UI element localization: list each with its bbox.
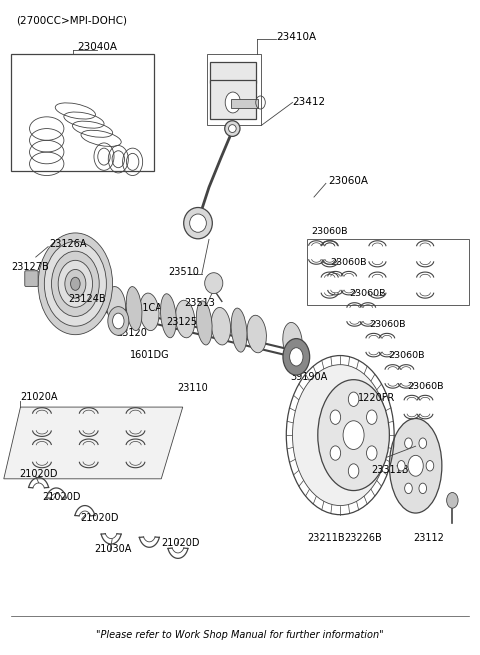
Circle shape xyxy=(58,260,93,307)
Text: 23311B: 23311B xyxy=(371,464,409,475)
Bar xyxy=(307,240,469,305)
FancyBboxPatch shape xyxy=(25,271,38,286)
Text: 21020D: 21020D xyxy=(161,538,200,548)
Text: 23127B: 23127B xyxy=(11,263,48,272)
Circle shape xyxy=(397,460,405,471)
Ellipse shape xyxy=(231,308,247,352)
Text: 21020D: 21020D xyxy=(80,513,119,523)
Ellipse shape xyxy=(204,272,223,293)
Text: 21020A: 21020A xyxy=(21,392,58,402)
Circle shape xyxy=(113,313,124,329)
Ellipse shape xyxy=(126,287,142,331)
Ellipse shape xyxy=(292,365,388,506)
Text: 23060B: 23060B xyxy=(312,227,348,236)
Text: 39190A: 39190A xyxy=(290,372,327,382)
Bar xyxy=(206,54,262,125)
Text: 21030A: 21030A xyxy=(95,544,132,554)
Text: 1431CA: 1431CA xyxy=(124,303,162,313)
Circle shape xyxy=(405,483,412,494)
Text: 23110: 23110 xyxy=(177,383,208,392)
Bar xyxy=(231,98,258,107)
Ellipse shape xyxy=(247,315,266,353)
Ellipse shape xyxy=(211,307,230,345)
Circle shape xyxy=(348,464,359,478)
Text: 23060B: 23060B xyxy=(350,289,386,298)
Circle shape xyxy=(367,446,377,460)
Circle shape xyxy=(283,339,310,375)
Ellipse shape xyxy=(184,208,212,239)
Bar xyxy=(210,62,256,83)
Bar xyxy=(11,54,154,171)
Circle shape xyxy=(348,392,359,406)
Text: 1220FR: 1220FR xyxy=(359,393,396,403)
Circle shape xyxy=(405,438,412,449)
Text: 23040A: 23040A xyxy=(77,42,117,52)
Bar xyxy=(210,80,256,119)
Text: "Please refer to Work Shop Manual for further information": "Please refer to Work Shop Manual for fu… xyxy=(96,630,384,641)
Ellipse shape xyxy=(160,293,176,338)
Text: 23112: 23112 xyxy=(413,533,444,542)
Circle shape xyxy=(419,438,427,449)
Circle shape xyxy=(65,269,86,298)
Text: 23513: 23513 xyxy=(184,298,215,308)
Text: (2700CC>MPI-DOHC): (2700CC>MPI-DOHC) xyxy=(16,16,127,26)
Circle shape xyxy=(419,483,427,494)
Circle shape xyxy=(225,92,240,113)
Circle shape xyxy=(38,233,113,335)
Ellipse shape xyxy=(140,293,159,331)
Circle shape xyxy=(446,493,458,508)
Circle shape xyxy=(108,307,129,335)
Text: 21020D: 21020D xyxy=(20,469,58,479)
Text: 23125: 23125 xyxy=(166,317,197,328)
Polygon shape xyxy=(4,407,183,479)
Circle shape xyxy=(343,421,364,449)
Text: 23124B: 23124B xyxy=(68,295,106,305)
Text: 23126A: 23126A xyxy=(49,239,86,249)
Text: 23060B: 23060B xyxy=(407,382,444,390)
Circle shape xyxy=(44,242,107,326)
Ellipse shape xyxy=(225,121,240,136)
Circle shape xyxy=(367,410,377,424)
Text: 1601DG: 1601DG xyxy=(130,350,170,360)
Ellipse shape xyxy=(190,214,206,233)
Circle shape xyxy=(330,446,341,460)
Ellipse shape xyxy=(106,286,126,324)
Ellipse shape xyxy=(196,301,212,345)
Circle shape xyxy=(330,410,341,424)
Text: 23510: 23510 xyxy=(168,267,199,277)
Text: 23412: 23412 xyxy=(292,98,325,107)
Text: 23060A: 23060A xyxy=(328,176,368,186)
Text: 23060B: 23060B xyxy=(369,320,405,329)
Circle shape xyxy=(51,251,99,316)
Ellipse shape xyxy=(283,322,302,360)
Text: 23060B: 23060B xyxy=(331,258,367,267)
Text: 23060B: 23060B xyxy=(388,351,424,360)
Text: 21020D: 21020D xyxy=(42,492,81,502)
Ellipse shape xyxy=(318,380,389,491)
Text: 23211B: 23211B xyxy=(307,533,345,542)
Circle shape xyxy=(289,348,303,366)
Circle shape xyxy=(426,460,434,471)
Ellipse shape xyxy=(389,419,442,513)
Text: 23120: 23120 xyxy=(116,328,147,338)
Circle shape xyxy=(71,277,80,290)
Ellipse shape xyxy=(175,300,195,338)
Text: 23226B: 23226B xyxy=(344,533,382,542)
Ellipse shape xyxy=(228,124,236,132)
Circle shape xyxy=(408,455,423,476)
Text: 23410A: 23410A xyxy=(276,32,316,43)
